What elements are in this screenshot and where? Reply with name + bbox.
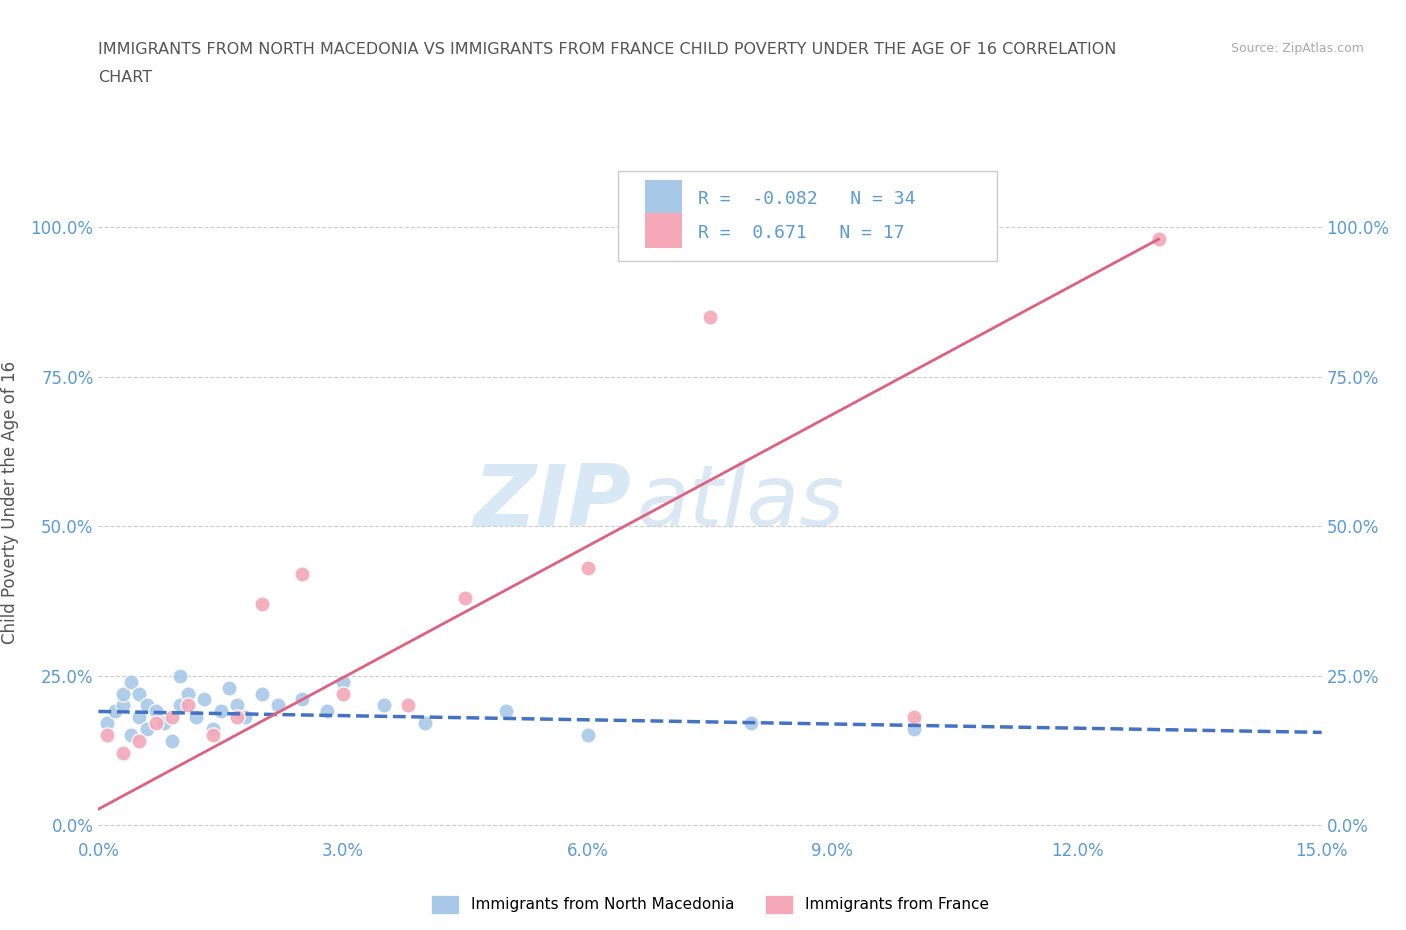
Point	[111, 686, 134, 701]
Text: R =  0.671   N = 17: R = 0.671 N = 17	[697, 224, 904, 242]
Point	[209, 704, 232, 719]
Text: R =  -0.082   N = 34: R = -0.082 N = 34	[697, 190, 915, 208]
Point	[1147, 232, 1170, 246]
Point	[201, 722, 224, 737]
Point	[218, 680, 240, 695]
Point	[111, 698, 134, 713]
Point	[96, 728, 118, 743]
FancyBboxPatch shape	[645, 179, 682, 215]
Point	[145, 716, 167, 731]
Y-axis label: Child Poverty Under the Age of 16: Child Poverty Under the Age of 16	[1, 361, 20, 644]
Point	[226, 698, 249, 713]
Point	[226, 710, 249, 724]
Point	[267, 698, 290, 713]
Point	[177, 686, 200, 701]
Point	[128, 686, 150, 701]
Point	[291, 692, 314, 707]
Point	[250, 596, 273, 611]
Point	[169, 698, 191, 713]
Point	[699, 310, 721, 325]
Point	[315, 704, 337, 719]
Point	[193, 692, 215, 707]
Point	[186, 710, 208, 724]
Point	[332, 674, 354, 689]
Point	[145, 704, 167, 719]
Text: Source: ZipAtlas.com: Source: ZipAtlas.com	[1230, 42, 1364, 55]
Point	[169, 668, 191, 683]
Point	[396, 698, 419, 713]
Point	[250, 686, 273, 701]
Point	[160, 734, 183, 749]
Point	[96, 716, 118, 731]
Point	[413, 716, 436, 731]
Point	[576, 561, 599, 576]
Point	[903, 722, 925, 737]
Point	[454, 591, 477, 605]
Point	[128, 710, 150, 724]
Point	[291, 566, 314, 581]
Point	[152, 716, 174, 731]
Point	[136, 698, 159, 713]
Point	[120, 728, 142, 743]
Point	[136, 722, 159, 737]
Point	[576, 728, 599, 743]
Point	[111, 746, 134, 761]
Legend: Immigrants from North Macedonia, Immigrants from France: Immigrants from North Macedonia, Immigra…	[425, 889, 995, 920]
Text: atlas: atlas	[637, 460, 845, 544]
Text: ZIP: ZIP	[472, 460, 630, 544]
Point	[128, 734, 150, 749]
Point	[201, 728, 224, 743]
Point	[903, 710, 925, 724]
Point	[740, 716, 762, 731]
Text: CHART: CHART	[98, 70, 152, 85]
Point	[332, 686, 354, 701]
Point	[233, 710, 256, 724]
Point	[104, 704, 127, 719]
FancyBboxPatch shape	[645, 214, 682, 248]
Point	[373, 698, 395, 713]
Text: IMMIGRANTS FROM NORTH MACEDONIA VS IMMIGRANTS FROM FRANCE CHILD POVERTY UNDER TH: IMMIGRANTS FROM NORTH MACEDONIA VS IMMIG…	[98, 42, 1116, 57]
Point	[120, 674, 142, 689]
Point	[495, 704, 517, 719]
FancyBboxPatch shape	[619, 171, 997, 261]
Point	[160, 710, 183, 724]
Point	[177, 698, 200, 713]
